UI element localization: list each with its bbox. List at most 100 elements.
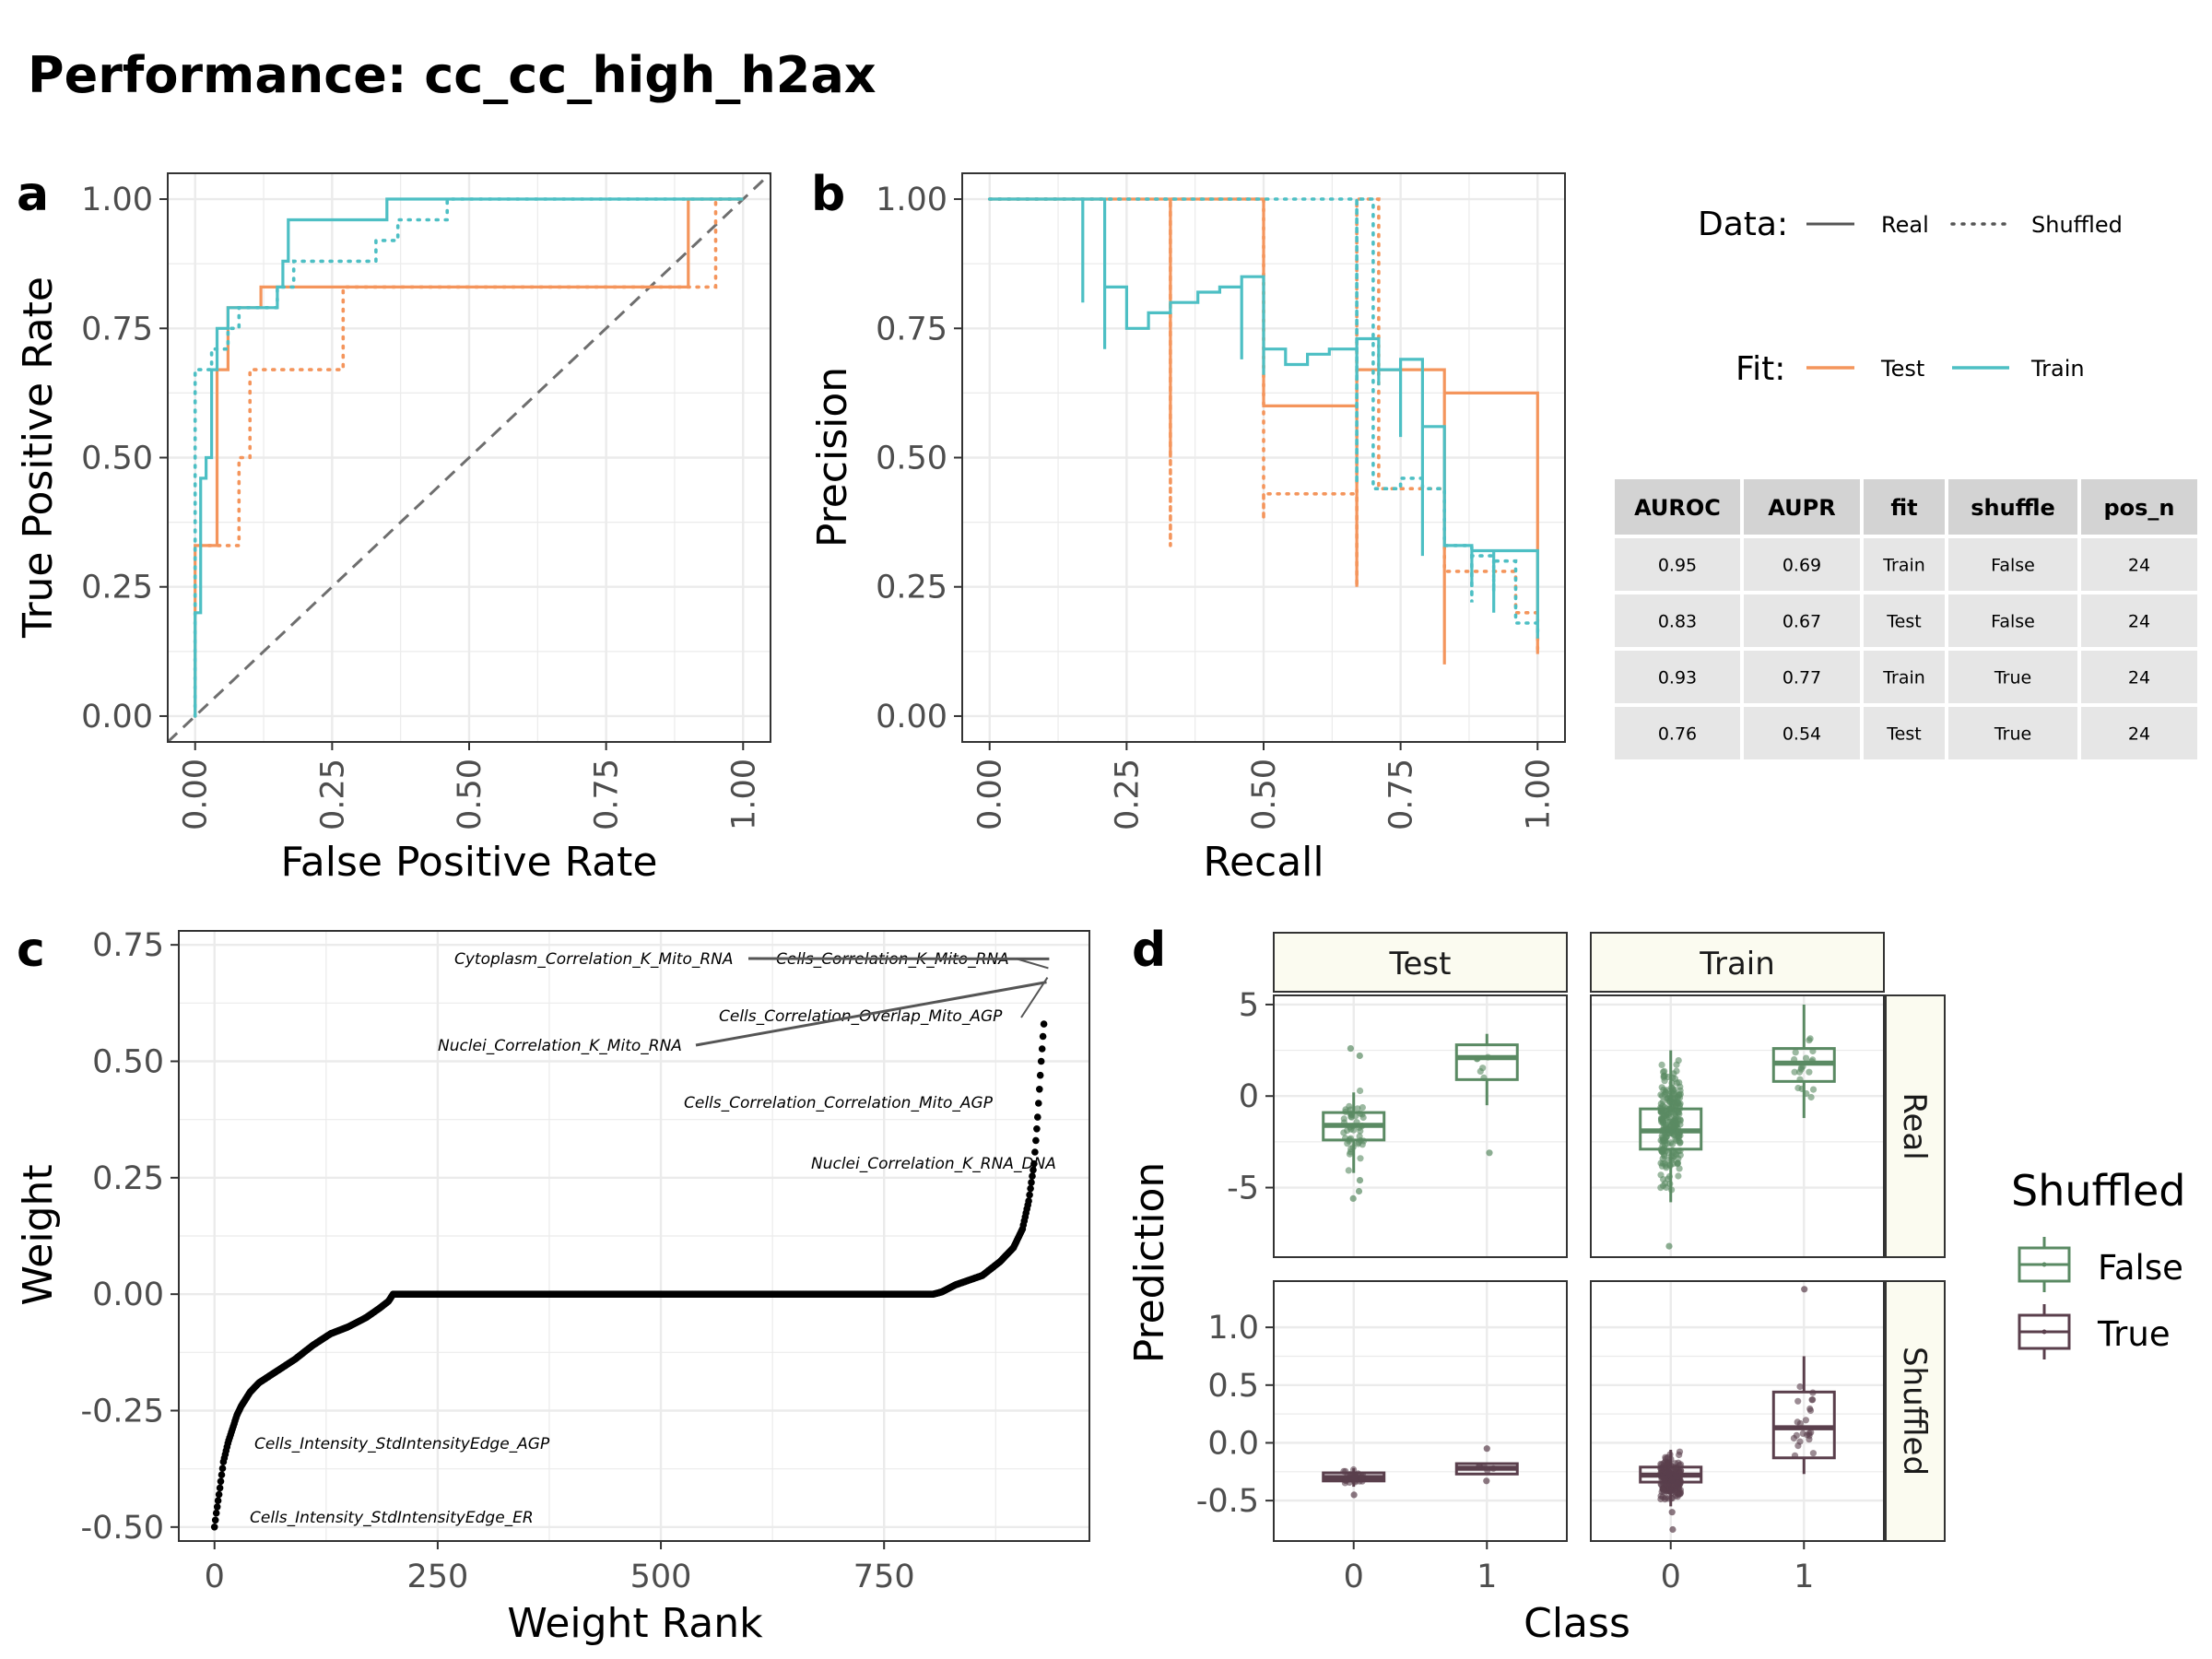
jitter-point [1673, 1061, 1680, 1068]
pr-x-tick-label: 0.00 [972, 759, 1009, 830]
facet-strip-real [1885, 994, 1946, 1258]
jitter-point [1677, 1461, 1685, 1468]
table-cell [1948, 707, 2077, 759]
jitter-point [1660, 1086, 1667, 1093]
box-outlier [1668, 1509, 1676, 1516]
box-outlier [1356, 1177, 1364, 1184]
table-header-cell [2081, 479, 2197, 535]
legend-false-label: False [2098, 1248, 2183, 1288]
table-header-shuffle: shuffle [1971, 495, 2055, 521]
box-outlier [1486, 1149, 1493, 1157]
jitter-point [1350, 1465, 1358, 1474]
table-cell-value: Test [1886, 724, 1921, 745]
weight-point [214, 1497, 222, 1504]
weight-point [1031, 1148, 1039, 1156]
jitter-point [1803, 1089, 1810, 1098]
pr-panel: 0.00 0.25 0.50 0.75 1.00 0.00 0.25 0.50 0.75 1.00 [876, 172, 1566, 830]
table-cell-value: True [1994, 668, 2031, 688]
facet-border [1590, 994, 1885, 1258]
weight-x-tick-label: 250 [406, 1559, 468, 1595]
weight-point [212, 1509, 220, 1517]
jitter-point [1791, 1068, 1798, 1076]
jitter-point [1342, 1135, 1349, 1142]
box-outlier [1665, 1242, 1673, 1250]
jitter-point [1798, 1085, 1806, 1092]
jitter-point [1802, 1417, 1809, 1424]
box-outlier [1347, 1045, 1354, 1053]
weight-point [1034, 1113, 1041, 1121]
table-cell [2081, 707, 2197, 759]
table-header-cell [1744, 479, 1860, 535]
table-cell-value: 24 [2128, 724, 2150, 745]
roc-series-train-real [194, 197, 744, 716]
legend-train-label: Train [2030, 356, 2085, 382]
weight-y-tick-label: 0.25 [92, 1160, 164, 1197]
jitter-point [1342, 1108, 1349, 1115]
box-body [1454, 1043, 1519, 1081]
table-cell [1864, 538, 1945, 591]
table-header-fit: fit [1890, 495, 1917, 521]
table-header-cell [1615, 479, 1740, 535]
legend-shuffled-title: Shuffled [2011, 1166, 2185, 1216]
weight-point [210, 1524, 218, 1531]
jitter-point [1359, 1111, 1366, 1118]
weight-y-axis-title: Weight [15, 1164, 62, 1305]
jitter-point [1660, 1486, 1667, 1494]
jitter-point [1662, 1458, 1669, 1465]
table-cell-value: Train [1882, 556, 1925, 576]
box-outlier [1356, 1052, 1363, 1060]
jitter-point [1657, 1146, 1665, 1153]
weight-y-tick-label: -0.50 [80, 1510, 164, 1547]
weight-annotation-connector [1015, 958, 1049, 970]
table-cell [1864, 651, 1945, 703]
table-cell-value: 0.54 [1783, 724, 1821, 745]
table-cell-value: 0.83 [1658, 612, 1697, 632]
box-outlier [1355, 1187, 1363, 1195]
facet-background [1274, 995, 1567, 1257]
prediction-y-tick-label: 0.5 [1207, 1368, 1259, 1405]
jitter-point [1484, 1053, 1491, 1061]
jitter-point [1803, 1054, 1810, 1062]
jitter-point [1806, 1068, 1813, 1076]
jitter-point [1794, 1397, 1802, 1405]
weight-point [1027, 1184, 1034, 1193]
pr-x-axis-title: Recall [1203, 839, 1324, 886]
panel-label-d: d [1132, 923, 1166, 978]
weight-point [1036, 1071, 1044, 1079]
jitter-point [1658, 1127, 1665, 1135]
jitter-point [1659, 1102, 1666, 1110]
weight-point [1030, 1159, 1038, 1168]
table-cell-value: 0.76 [1658, 724, 1697, 745]
weight-panel: Cytoplasm_Correlation_K_Mito_RNA Cells_Co… [80, 927, 1090, 1595]
weight-annotation-label: Nuclei_Correlation_K_RNA_DNA [811, 1155, 1056, 1173]
legend-false-key-point [2041, 1262, 2047, 1267]
roc-x-tick-label: 1.00 [725, 759, 762, 830]
table-cell-value: False [1991, 612, 2035, 632]
jitter-point [1667, 1495, 1675, 1502]
jitter-point [1677, 1132, 1684, 1139]
weight-point [215, 1490, 223, 1499]
table-cell-value: 24 [2128, 668, 2150, 688]
jitter-point [1668, 1477, 1676, 1484]
prediction-y-tick-label: -0.5 [1196, 1483, 1259, 1520]
box-body [1771, 1390, 1836, 1460]
facet-background [1591, 995, 1884, 1257]
pr-x-tick-label: 1.00 [1520, 759, 1557, 830]
prediction-x-axis-title: Class [1524, 1600, 1630, 1647]
roc-y-axis-title: True Positive Rate [15, 276, 62, 639]
jitter-point [1675, 1172, 1682, 1180]
weight-x-tick-label: 0 [205, 1559, 225, 1595]
jitter-point [1670, 1118, 1677, 1125]
jitter-point [1353, 1119, 1360, 1126]
jitter-point [1667, 1084, 1675, 1091]
prediction-x-tick-label: 1 [1794, 1559, 1814, 1595]
prediction-x-tick-label: 1 [1477, 1559, 1497, 1595]
weight-y-tick-label: 0.50 [92, 1043, 164, 1080]
pr-x-tick-label: 0.50 [1246, 759, 1283, 830]
table-cell [1615, 707, 1740, 759]
jitter-point [1796, 1382, 1804, 1391]
jitter-point [1675, 1109, 1682, 1116]
jitter-point [1340, 1129, 1347, 1136]
jitter-point [1663, 1164, 1670, 1171]
pr-series-train-shuffled [987, 197, 1540, 641]
